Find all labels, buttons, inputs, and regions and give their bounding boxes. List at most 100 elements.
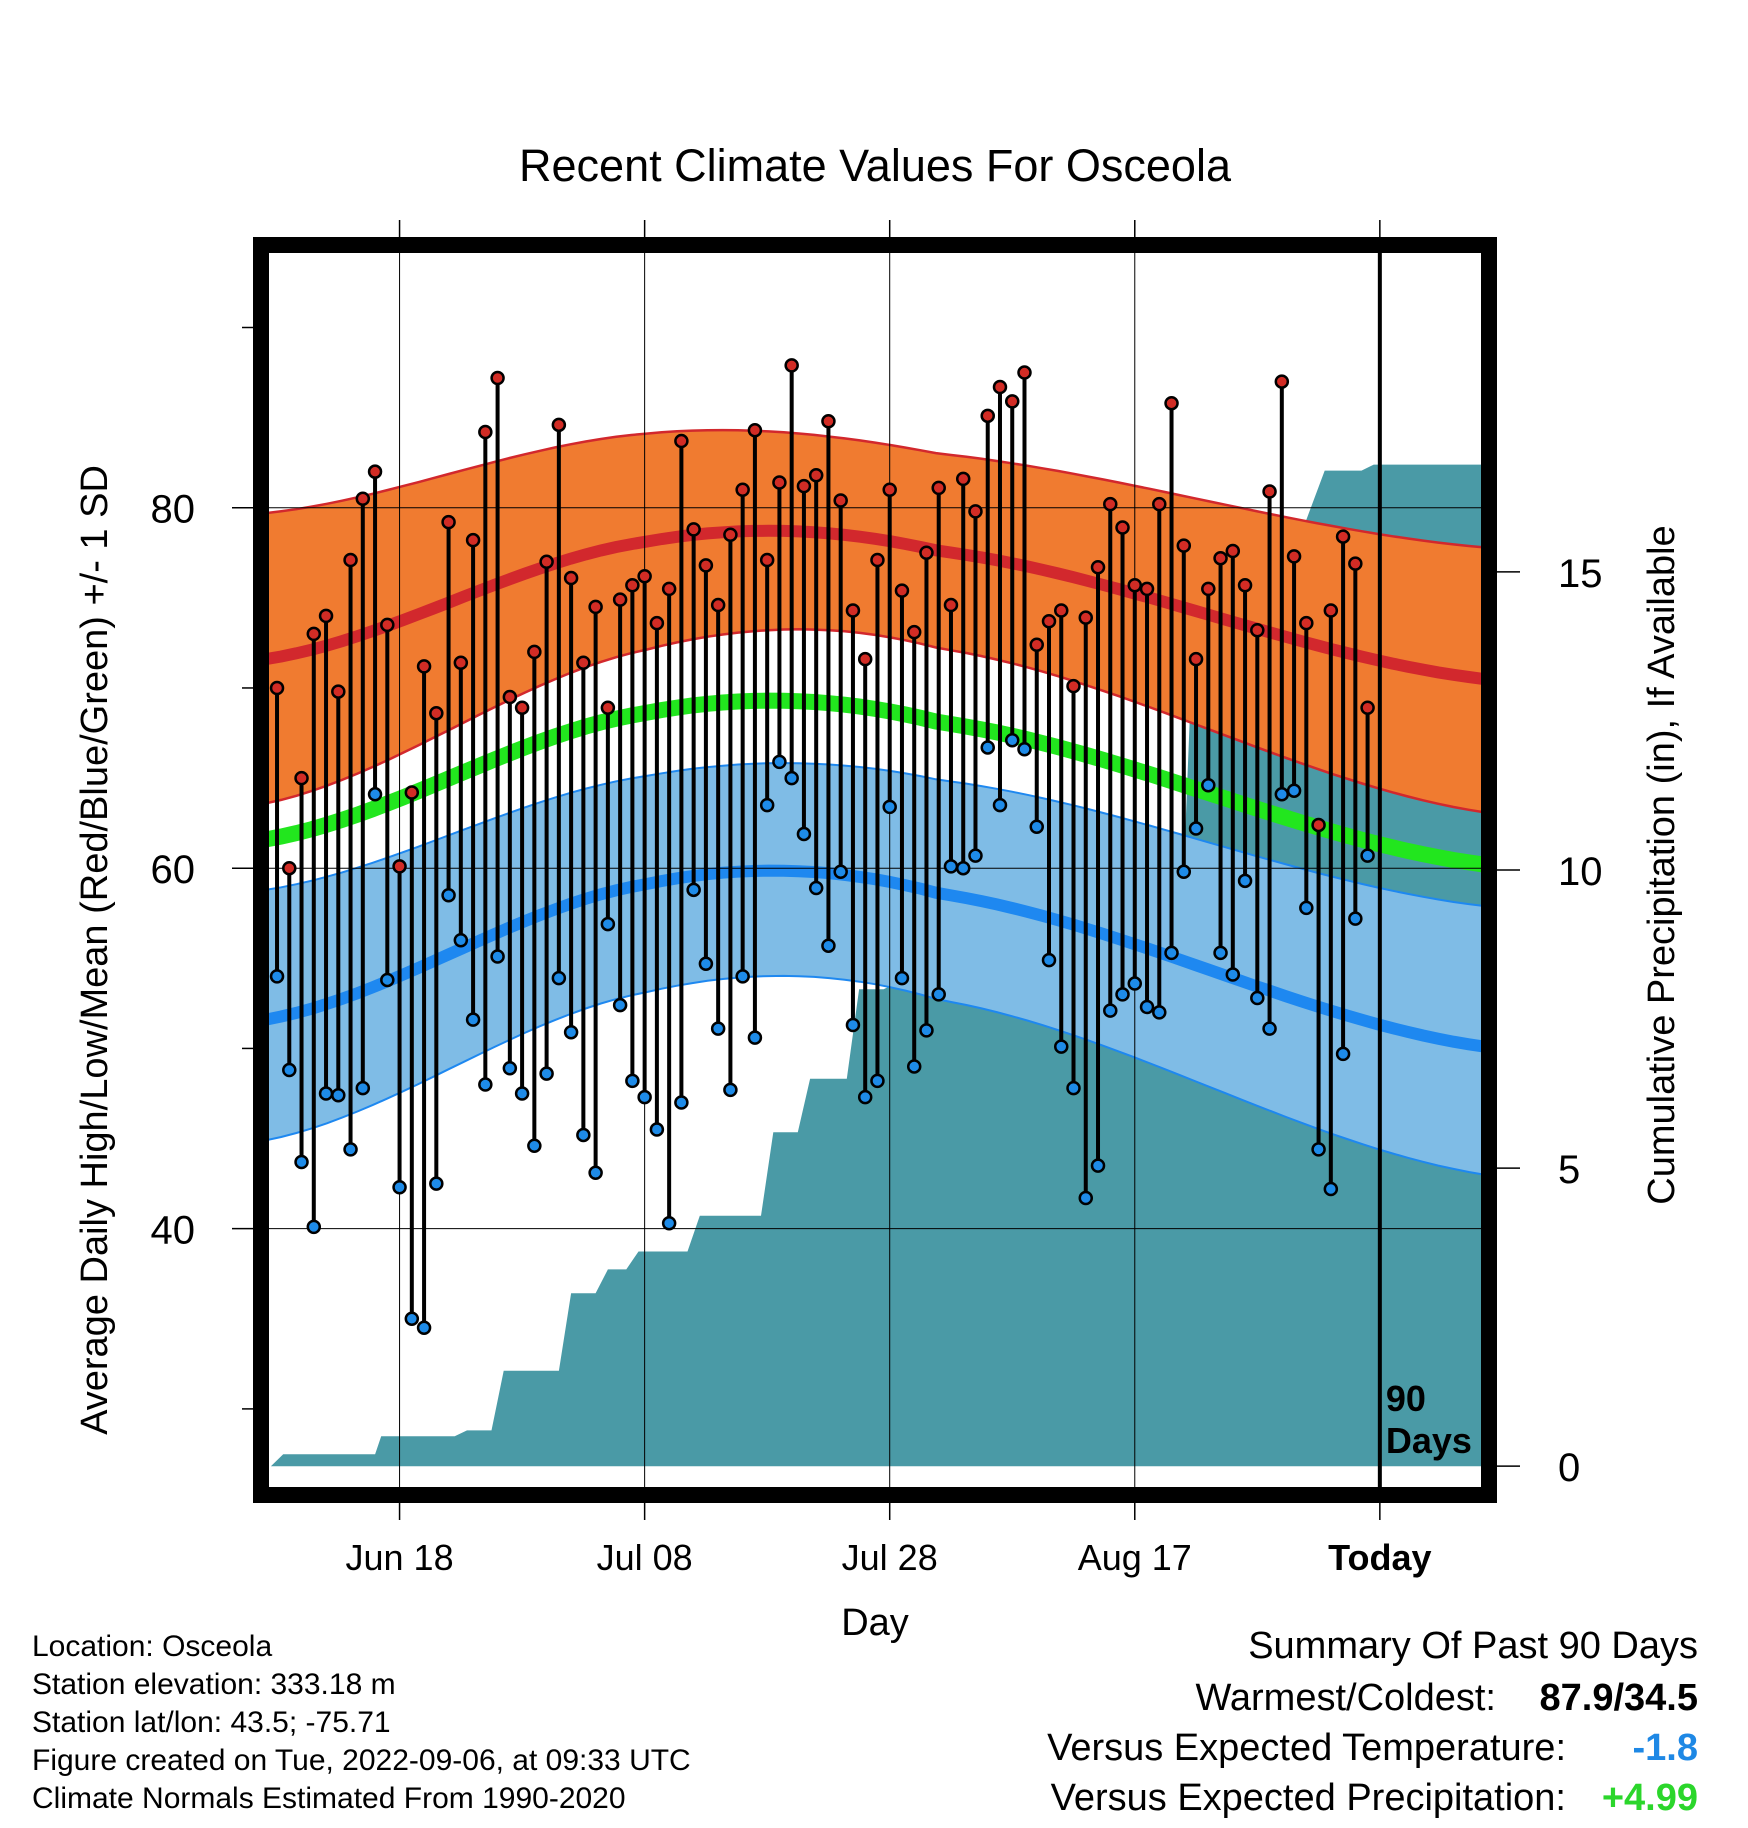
x-tick-label: Jun 18 (346, 1537, 454, 1578)
low-point (539, 1066, 554, 1081)
low-point (1078, 1190, 1094, 1206)
low-point (1127, 976, 1143, 991)
low-point (1176, 864, 1192, 880)
low-point (1274, 787, 1290, 802)
high-point (1348, 556, 1363, 571)
plot-frame (253, 237, 1497, 1503)
low-point (710, 1021, 726, 1036)
high-point (661, 581, 677, 597)
low-point (919, 1023, 934, 1038)
summary-temp-value: -1.8 (1633, 1727, 1698, 1769)
low-point (980, 740, 995, 755)
low-point (931, 987, 946, 1002)
low-point (576, 1127, 591, 1143)
low-point (894, 970, 910, 986)
high-point (906, 624, 922, 640)
high-point (367, 464, 383, 479)
low-point (269, 969, 285, 984)
high-point (1201, 581, 1216, 597)
high-point (710, 597, 726, 613)
high-point (882, 482, 897, 497)
low-point (906, 1059, 922, 1074)
info-elevation: Station elevation: 333.18 m (32, 1668, 396, 1701)
high-point (502, 689, 518, 705)
summary-block: Summary Of Past 90 Days Warmest/Coldest:… (1047, 1625, 1698, 1819)
low-point (1237, 873, 1253, 889)
low-point (441, 887, 456, 903)
high-point (637, 568, 652, 584)
y-axis-label: Average Daily High/Low/Mean (Red/Blue/Gr… (74, 465, 116, 1435)
low-point (968, 848, 983, 863)
summary-title: Summary Of Past 90 Days (1248, 1625, 1698, 1667)
high-point (527, 644, 542, 660)
low-point (1004, 732, 1020, 748)
high-point (1237, 577, 1253, 593)
low-point (355, 1080, 371, 1096)
low-point (429, 1176, 444, 1191)
high-point (282, 860, 297, 876)
low-point (772, 754, 787, 770)
low-point (282, 1062, 297, 1078)
low-point (845, 1017, 861, 1033)
low-point (1188, 821, 1204, 836)
high-point (943, 597, 959, 613)
y-tick-label: 40 (151, 1209, 196, 1253)
low-point (1152, 1005, 1167, 1020)
low-point (1115, 987, 1130, 1002)
low-point (318, 1086, 334, 1101)
high-point (894, 583, 910, 598)
low-point (1225, 967, 1241, 982)
x-tick-label: Aug 17 (1078, 1537, 1192, 1578)
low-point (955, 860, 971, 876)
normal-mean-line (266, 692, 1484, 873)
y2-axis-label: Cumulative Precipitation (in), If Availa… (1641, 525, 1683, 1204)
info-normals: Climate Normals Estimated From 1990-2020 (32, 1782, 626, 1815)
high-point (331, 684, 346, 699)
high-point (1250, 623, 1265, 638)
low-point (588, 1165, 603, 1181)
low-point (527, 1138, 542, 1154)
low-point (1090, 1158, 1106, 1173)
low-point (1250, 990, 1265, 1006)
high-point (870, 552, 885, 568)
low-point (796, 826, 812, 842)
x-axis-label: Day (841, 1602, 909, 1644)
high-point (1360, 700, 1375, 716)
precip-area (270, 464, 1484, 1467)
low-point (1286, 783, 1302, 798)
low-point (478, 1077, 493, 1092)
high-point (955, 471, 971, 487)
high-point (392, 859, 407, 874)
high-point (759, 552, 775, 568)
low-point (294, 1154, 309, 1170)
info-location: Location: Osceola (32, 1630, 272, 1663)
high-point (1078, 610, 1094, 625)
high-point (490, 370, 505, 386)
high-point (821, 413, 836, 429)
high-point (808, 468, 824, 483)
low-point (625, 1073, 640, 1089)
high-point (698, 558, 714, 573)
high-point (1103, 496, 1118, 512)
normal-low-line (266, 864, 1484, 1053)
high-point (1127, 577, 1143, 593)
low-point (612, 997, 628, 1013)
high-point (404, 785, 420, 800)
low-point (1054, 1039, 1069, 1054)
low-point (502, 1061, 518, 1076)
high-point (649, 615, 665, 631)
chart-title: Recent Climate Values For Osceola (519, 140, 1232, 191)
summary-temp-label: Versus Expected Temperature: (1047, 1727, 1566, 1769)
low-point (808, 880, 824, 896)
high-point (343, 552, 358, 568)
high-point (563, 570, 579, 586)
low-point (392, 1179, 407, 1195)
low-point (1164, 945, 1179, 961)
high-point (1286, 549, 1302, 564)
high-point (1311, 817, 1326, 833)
low-point (1139, 999, 1155, 1015)
summary-warmest-value: 87.9/34.5 (1540, 1677, 1698, 1719)
high-point (294, 770, 309, 786)
low-point (649, 1122, 665, 1137)
